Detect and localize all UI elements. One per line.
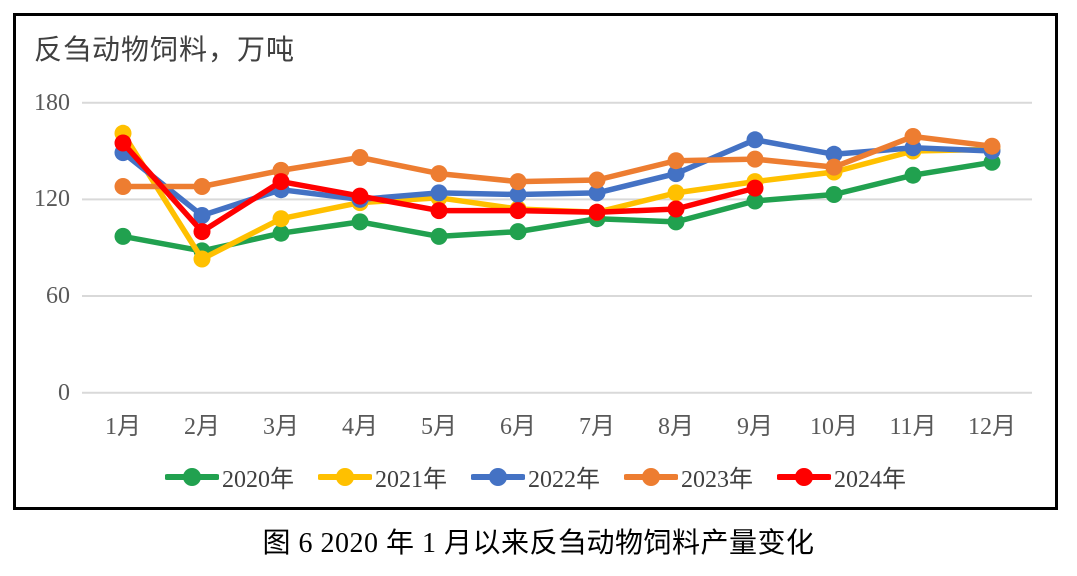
data-point (904, 166, 922, 184)
legend-key-icon (165, 467, 219, 486)
data-point (667, 200, 685, 218)
data-point (825, 158, 843, 176)
y-axis-tick-label: 180 (34, 89, 70, 116)
data-point (825, 145, 843, 163)
legend-label: 2020年 (222, 467, 294, 493)
x-axis-tick-label: 4月 (342, 414, 378, 440)
legend-key-icon (471, 467, 525, 486)
x-axis-tick-label: 11月 (889, 414, 937, 440)
data-point (114, 227, 132, 245)
data-point (509, 186, 527, 203)
data-point (667, 152, 685, 170)
y-axis-tick-label: 120 (34, 186, 70, 213)
x-axis-tick-label: 1月 (105, 414, 141, 440)
chart-title: 反刍动物饲料，万吨 (34, 35, 296, 66)
x-axis-tick-label: 5月 (421, 414, 457, 440)
data-point (272, 224, 290, 242)
data-point (509, 173, 527, 191)
y-axis-tick-label: 60 (46, 283, 70, 310)
data-point (746, 131, 764, 149)
gridlines (82, 101, 1032, 394)
legend-item-2020年: 2020年 (165, 459, 294, 494)
legend-label: 2024年 (834, 467, 906, 493)
data-point (746, 150, 764, 168)
y-axis-tick-label: 0 (58, 379, 70, 406)
data-point (746, 192, 764, 210)
data-point (193, 223, 211, 241)
data-point (588, 203, 606, 221)
data-point (667, 213, 685, 231)
data-point (983, 137, 1001, 155)
legend-item-2021年: 2021年 (318, 459, 447, 494)
data-point (667, 165, 685, 183)
data-point (746, 179, 764, 197)
x-axis-tick-label: 7月 (579, 414, 615, 440)
data-point (351, 149, 369, 166)
data-point (667, 184, 685, 202)
data-point (193, 207, 211, 224)
data-point (351, 187, 369, 205)
x-axis-tick-label: 12月 (968, 414, 1016, 440)
data-point (509, 202, 527, 220)
data-point (114, 134, 132, 152)
legend-item-2024年: 2024年 (777, 459, 906, 494)
x-axis-tick-label: 9月 (737, 414, 773, 440)
series-2023年 (114, 128, 1001, 195)
x-axis-tick-label: 3月 (263, 414, 299, 440)
data-point (272, 210, 290, 228)
data-point (430, 184, 448, 202)
data-point (193, 250, 211, 268)
legend-label: 2021年 (375, 467, 447, 493)
data-point (272, 173, 290, 191)
legend-key-icon (777, 467, 831, 486)
data-point (430, 202, 448, 220)
x-axis-tick-label: 6月 (500, 414, 536, 440)
data-point (588, 171, 606, 189)
line-chart-plot (82, 101, 1032, 394)
legend-item-2022年: 2022年 (471, 459, 600, 494)
data-point (193, 178, 211, 195)
series-2024年 (114, 134, 764, 241)
x-axis-tick-label: 8月 (658, 414, 694, 440)
data-point (904, 128, 922, 145)
chart-frame: 反刍动物饲料，万吨 0 60 120 180 1月 2月 3月 4月 5月 6月 7月 8月 9月 10… (13, 13, 1058, 510)
legend-key-icon (318, 467, 372, 486)
legend-label: 2023年 (681, 467, 753, 493)
data-point (351, 213, 369, 231)
data-point (825, 186, 843, 203)
data-point (430, 165, 448, 183)
legend-label: 2022年 (528, 467, 600, 493)
legend-key-icon (624, 467, 678, 486)
x-axis-tick-label: 10月 (810, 414, 858, 440)
data-point (509, 223, 527, 241)
data-point (430, 227, 448, 245)
figure-caption: 图 6 2020 年 1 月以来反刍动物饲料产量变化 (262, 528, 815, 559)
series-2020年 (114, 153, 1001, 260)
chart-legend: 2020年 2021年 2022年 2023年 2024年 (16, 459, 1055, 494)
data-point (114, 178, 132, 195)
legend-item-2023年: 2023年 (624, 459, 753, 494)
data-point (588, 184, 606, 202)
x-axis-tick-label: 2月 (184, 414, 220, 440)
